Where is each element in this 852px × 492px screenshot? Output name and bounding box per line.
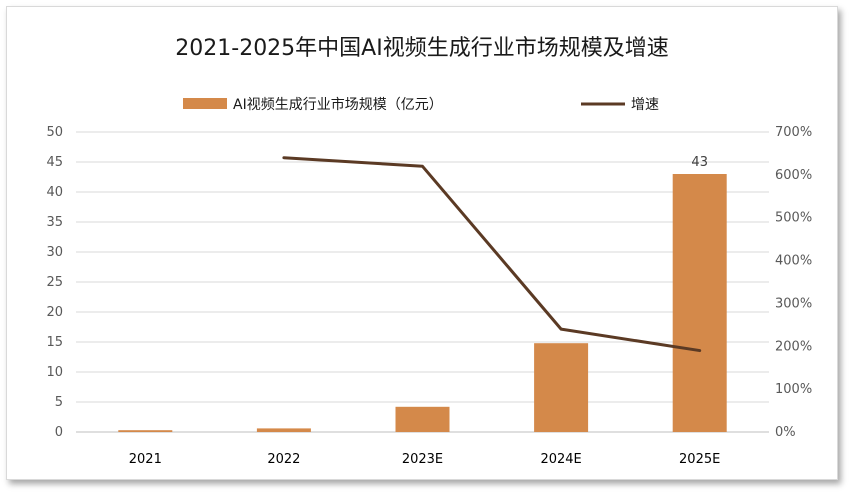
bar-line-chart: 2021-2025年中国AI视频生成行业市场规模及增速 AI视频生成行业市场规模… [46,36,812,467]
x-axis: 2021 2022 2023E 2024E 2025E [129,452,721,467]
x-axis-category-label: 2021 [129,452,162,467]
x-axis-category-label: 2023E [402,452,443,467]
left-y-axis: 0 5 10 15 20 25 30 35 40 45 50 [46,125,63,440]
x-axis-category-label: 2025E [679,452,720,467]
right-axis-tick-label: 700% [775,125,812,140]
gridlines [76,131,769,433]
growth-line-series [282,156,702,353]
x-axis-category-label: 2024E [540,452,581,467]
left-axis-tick-label: 25 [46,275,63,290]
legend: AI视频生成行业市场规模（亿元） 增速 [183,96,659,113]
right-axis-tick-label: 500% [775,211,812,226]
chart-frame: 2021-2025年中国AI视频生成行业市场规模及增速 AI视频生成行业市场规模… [6,6,838,480]
right-axis-tick-label: 0% [775,425,796,440]
right-axis-tick-label: 200% [775,339,812,354]
right-axis-tick-label: 600% [775,168,812,183]
legend-swatch-bar [183,98,227,109]
legend-label-line: 增速 [631,97,659,113]
data-labels: 43 [691,155,708,170]
bar-2022 [256,428,311,432]
bar-data-label: 43 [691,155,708,170]
bar-2021 [118,430,173,432]
left-axis-tick-label: 0 [55,425,63,440]
bar-2025e [672,174,727,432]
bar-2024e [534,343,589,432]
left-axis-tick-label: 35 [46,215,63,230]
bar-2023e [395,406,450,432]
left-axis-tick-label: 50 [46,125,63,140]
x-axis-category-label: 2022 [267,452,300,467]
legend-label-bar: AI视频生成行业市场规模（亿元） [233,96,443,113]
left-axis-tick-label: 45 [46,155,63,170]
right-axis-tick-label: 300% [775,296,812,311]
right-y-axis: 0% 100% 200% 300% 400% 500% 600% 700% [775,125,812,440]
left-axis-tick-label: 30 [46,245,63,260]
right-axis-tick-label: 100% [775,382,812,397]
chart-title: 2021-2025年中国AI视频生成行业市场规模及增速 [175,36,668,61]
left-axis-tick-label: 10 [46,365,63,380]
right-axis-tick-label: 400% [775,254,812,269]
left-axis-tick-label: 20 [46,305,63,320]
left-axis-tick-label: 5 [55,395,63,410]
bar-series [118,174,727,432]
growth-line [282,156,702,353]
left-axis-tick-label: 40 [46,185,63,200]
left-axis-tick-label: 15 [46,335,63,350]
